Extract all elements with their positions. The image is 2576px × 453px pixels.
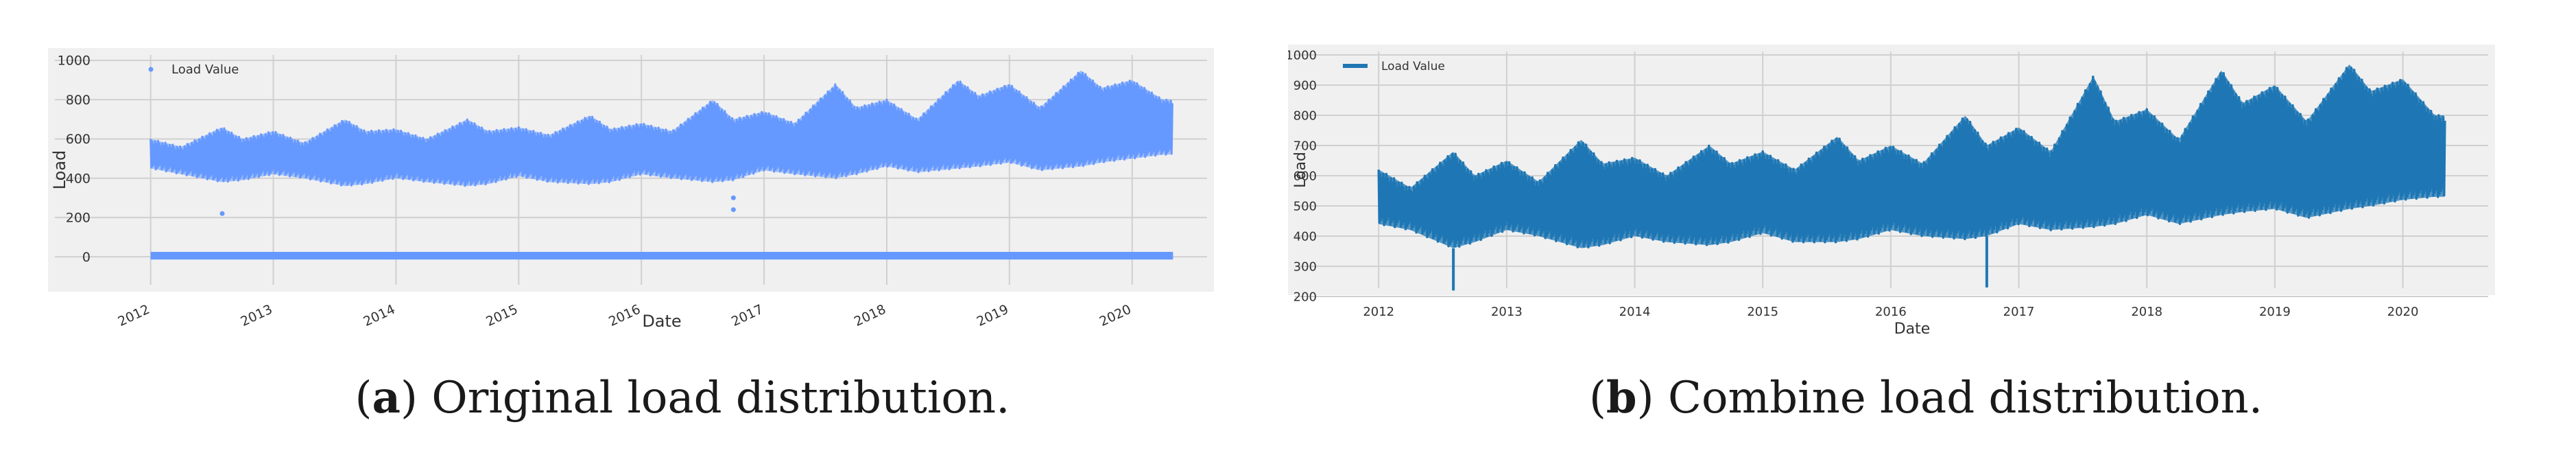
x-tick-label: 2013 — [239, 302, 275, 329]
y-tick-label: 800 — [66, 93, 91, 108]
data-point-outlier — [219, 211, 225, 216]
x-tick-label: 2015 — [484, 302, 520, 329]
y-tick-label: 900 — [1293, 78, 1317, 93]
x-tick-label: 2016 — [1875, 305, 1907, 319]
caption-b-letter: b — [1606, 372, 1637, 423]
y-tick-label: 600 — [66, 132, 91, 147]
y-tick-label: 0 — [82, 250, 91, 265]
x-tick-label: 2020 — [1097, 302, 1134, 329]
caption-a: (a) Original load distribution. — [0, 364, 1365, 432]
x-axis-label: Date — [642, 312, 681, 331]
y-tick-label: 600 — [1293, 169, 1317, 183]
caption-a-text: ) Original load distribution. — [400, 373, 1010, 423]
x-tick-label: 2012 — [116, 302, 152, 329]
y-tick-label: 1000 — [1288, 48, 1317, 62]
data-point-outlier — [730, 207, 736, 212]
x-tick-label: 2017 — [729, 302, 765, 329]
caption-b-prefix: ( — [1588, 373, 1606, 423]
caption-b: (b) Combine load distribution. — [1288, 364, 2564, 432]
y-tick-label: 1000 — [58, 54, 91, 69]
x-tick-label: 2018 — [2131, 305, 2162, 319]
series-load-value — [1377, 65, 2446, 291]
x-tick-label: 2013 — [1491, 305, 1523, 319]
x-tick-label: 2017 — [2003, 305, 2035, 319]
series-load-value — [150, 70, 1173, 260]
legend-label: Load Value — [171, 62, 239, 77]
y-tick-label: 500 — [1293, 199, 1317, 213]
y-tick-label: 200 — [66, 211, 91, 226]
x-tick-label: 2014 — [361, 302, 397, 329]
x-axis-label: Date — [1894, 321, 1931, 338]
legend: Load Value — [1343, 60, 1445, 73]
caption-b-text: ) Combine load distribution. — [1636, 373, 2263, 423]
chart-b: 200 300 400 500 600 700 800 900 1000 2012 2013 2014… — [1288, 45, 2495, 338]
caption-a-prefix: ( — [355, 373, 372, 423]
y-tick-label: 700 — [1293, 139, 1317, 153]
legend-marker — [148, 67, 154, 72]
data-point-outlier — [730, 195, 736, 200]
x-tick-label: 2012 — [1363, 305, 1394, 319]
chart-a: 0 200 400 600 800 1000 2012 2013 2014 2015 2016 201… — [48, 48, 1214, 331]
y-axis-label: Load — [1292, 152, 1309, 188]
y-tick-label: 800 — [1293, 108, 1317, 123]
caption-a-letter: a — [372, 372, 401, 423]
x-tick-label: 2018 — [852, 302, 888, 329]
x-tick-label: 2019 — [975, 302, 1011, 329]
legend-label: Load Value — [1381, 60, 1445, 73]
y-tick-label: 200 — [1293, 290, 1317, 304]
x-tick-label: 2016 — [606, 302, 643, 329]
x-tick-label: 2014 — [1619, 305, 1651, 319]
x-tick-label: 2015 — [1747, 305, 1778, 319]
near-zero-band — [150, 251, 1173, 260]
x-tick-label: 2019 — [2259, 305, 2291, 319]
y-tick-label: 400 — [1293, 229, 1317, 244]
y-tick-label: 300 — [1293, 259, 1317, 274]
data-envelope — [1379, 65, 2444, 248]
y-axis-label: Load — [50, 150, 69, 190]
legend: Load Value — [148, 62, 239, 77]
x-tick-label: 2020 — [2387, 305, 2419, 319]
y-tick-label: 400 — [66, 171, 91, 186]
data-envelope — [150, 70, 1172, 187]
